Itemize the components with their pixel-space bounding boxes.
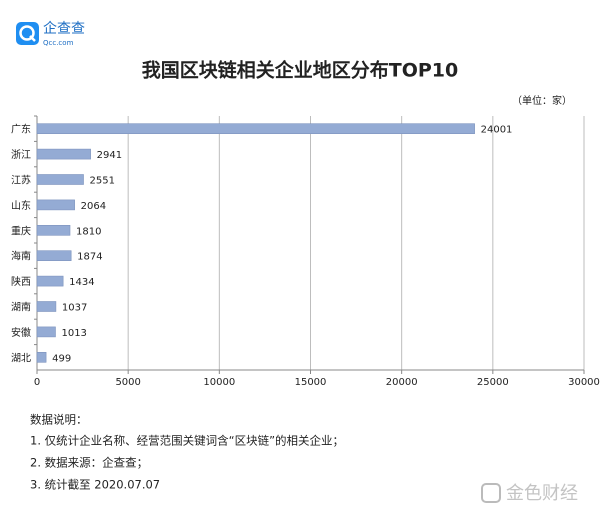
y-tick-label: 安徽 [11,326,31,339]
bar [36,174,84,185]
y-tick-label: 重庆 [11,224,31,237]
logo-icon-tail [29,35,36,42]
x-tick-label: 25000 [477,377,509,388]
watermark-icon [481,483,501,503]
value-label: 2551 [90,176,115,187]
value-label: 1013 [61,328,86,339]
value-label: 1810 [76,226,101,237]
x-tick-label: 20000 [386,377,418,388]
x-tick-label: 0 [34,377,40,388]
chart-title: 我国区块链相关企业地区分布TOP10 [142,59,458,82]
logo-icon-q [19,25,35,41]
value-label: 2941 [97,150,122,161]
note-item: 3. 统计截至 2020.07.07 [30,478,160,492]
value-label: 24001 [481,125,513,136]
value-label: 499 [52,353,71,364]
bar [36,301,57,312]
y-tick-label: 江苏 [11,174,31,187]
bar [36,148,91,160]
unit-label: （单位：家） [512,94,572,107]
bar [36,123,475,134]
logo-name: 企查查 [43,20,85,37]
bar [36,351,47,363]
x-tick-label: 15000 [295,377,327,388]
y-tick-label: 湖北 [11,352,31,364]
watermark: 金色财经 [506,483,578,504]
y-tick-label: 山东 [11,199,31,212]
value-label: 1874 [77,252,102,263]
bar [36,275,64,287]
bar [36,326,56,338]
value-label: 2064 [81,201,106,212]
x-tick-label: 10000 [203,377,235,388]
y-tick-label: 浙江 [11,149,31,161]
y-tick-label: 海南 [11,250,31,263]
bar [36,250,72,261]
x-tick-label: 5000 [115,377,140,388]
logo: 企查查 Qcc.com [16,20,85,47]
notes-title: 数据说明： [30,413,88,427]
y-tick-label: 广东 [11,123,31,136]
logo-site: Qcc.com [43,39,74,47]
value-label: 1037 [62,303,87,314]
y-tick-label: 陕西 [11,275,31,288]
x-tick-label: 30000 [568,377,600,388]
bar [36,199,75,211]
note-item: 1. 仅统计企业名称、经营范围关键词含“区块链”的相关企业； [30,434,344,448]
bar [36,225,71,236]
note-item: 2. 数据来源：企查查； [30,456,148,470]
y-tick-label: 湖南 [11,301,31,314]
value-label: 1434 [69,277,94,288]
